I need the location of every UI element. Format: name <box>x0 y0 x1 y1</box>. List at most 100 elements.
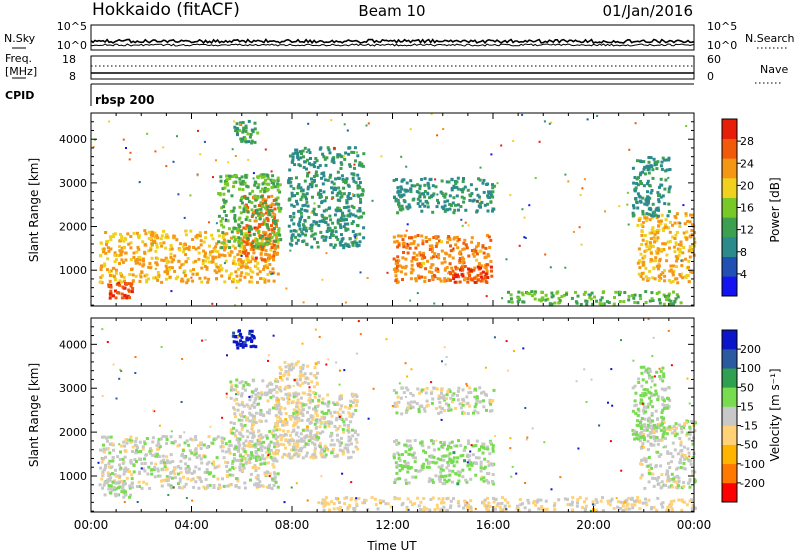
velocity-cell <box>296 445 299 448</box>
velocity-cell <box>171 477 174 480</box>
power-cell <box>274 252 277 255</box>
power-cell <box>680 264 683 267</box>
velocity-cell <box>313 374 316 377</box>
velocity-cell <box>459 471 462 474</box>
velocity-cell <box>286 377 289 380</box>
power-cell <box>241 188 244 191</box>
power-cell <box>309 151 312 154</box>
power-cell <box>277 177 280 180</box>
velocity-cell <box>314 423 317 426</box>
power-cell <box>428 279 431 282</box>
power-cell <box>207 257 210 260</box>
power-cell <box>238 218 241 221</box>
velocity-cell <box>293 443 296 446</box>
power-cell <box>635 186 638 189</box>
power-cell <box>331 222 334 225</box>
power-cell <box>652 203 655 206</box>
velocity-cell <box>627 503 630 506</box>
velocity-cell <box>111 460 114 463</box>
power-cell <box>484 247 487 250</box>
velocity-cell <box>316 372 319 375</box>
nsky-strip: N.Sky 10^5 10^0 10^5 10^0 N.Search <box>4 20 795 52</box>
power-cell <box>359 198 362 201</box>
velocity-cell <box>271 487 274 490</box>
power-cell <box>648 270 651 273</box>
power-cell <box>259 201 262 204</box>
velocity-cell <box>230 421 233 424</box>
power-cell <box>682 204 684 206</box>
power-cell <box>357 246 359 248</box>
power-cell <box>650 237 653 240</box>
power-cell <box>544 299 547 302</box>
velocity-cell <box>318 395 321 398</box>
power-cell <box>225 232 228 235</box>
power-cell <box>144 232 147 235</box>
power-cell <box>453 236 456 239</box>
power-cell <box>648 172 651 175</box>
velocity-cell <box>148 487 151 490</box>
velocity-cell <box>418 392 421 395</box>
power-cell <box>482 179 485 182</box>
velocity-cell <box>158 455 161 458</box>
velocity-cell <box>688 452 691 455</box>
power-cell <box>313 161 316 164</box>
power-cell <box>362 212 365 215</box>
power-cell <box>265 237 268 240</box>
velocity-cell <box>463 412 466 415</box>
velocity-cell <box>171 441 174 444</box>
power-cell <box>115 258 118 261</box>
power-cell <box>130 282 133 285</box>
velocity-cell <box>347 439 350 442</box>
velocity-cell <box>226 485 229 488</box>
velocity-cell <box>405 411 408 414</box>
velocity-cell <box>123 473 126 476</box>
velocity-cell <box>617 500 620 503</box>
velocity-cell <box>454 407 457 410</box>
power-cell <box>200 239 203 242</box>
velocity-cell <box>472 453 475 456</box>
velocity-cell <box>107 447 110 450</box>
velocity-cell <box>423 506 426 509</box>
nsky-frame <box>91 25 694 50</box>
power-cell <box>207 278 210 281</box>
nsky-label: N.Sky <box>4 32 36 45</box>
power-cell <box>678 225 681 228</box>
velocity-cell <box>474 388 477 391</box>
power-cell <box>267 279 270 282</box>
velocity-cell <box>480 392 483 395</box>
velocity-cell <box>477 411 480 414</box>
velocity-cell <box>174 440 177 443</box>
power-cell <box>317 246 320 249</box>
power-cell <box>303 160 306 163</box>
power-cell <box>130 152 132 154</box>
power-cell <box>328 206 331 209</box>
velocity-cell <box>142 445 145 448</box>
power-cell <box>299 198 302 201</box>
power-cell <box>628 149 630 151</box>
power-cell <box>109 238 112 241</box>
power-cell <box>218 215 221 218</box>
velocity-cell <box>431 402 434 405</box>
power-cell <box>144 244 147 247</box>
power-cell <box>564 174 566 176</box>
power-cell <box>420 235 423 238</box>
velocity-cell <box>448 469 451 472</box>
power-cell <box>647 202 650 205</box>
power-cell <box>636 177 639 180</box>
power-cell <box>661 168 664 171</box>
power-cell <box>587 118 589 120</box>
power-cell <box>197 130 199 132</box>
power-cell <box>246 259 249 262</box>
power-cell <box>553 302 556 305</box>
velocity-data-cells <box>98 318 698 512</box>
velocity-cell <box>348 407 351 410</box>
velocity-cell <box>211 442 214 445</box>
power-cell <box>254 122 257 125</box>
velocity-cell <box>237 446 240 449</box>
power-cell <box>489 260 492 263</box>
power-cell <box>243 245 246 248</box>
velocity-cell <box>340 404 343 407</box>
power-cell <box>660 164 663 167</box>
velocity-cell <box>249 432 252 435</box>
velocity-cell <box>468 387 471 390</box>
